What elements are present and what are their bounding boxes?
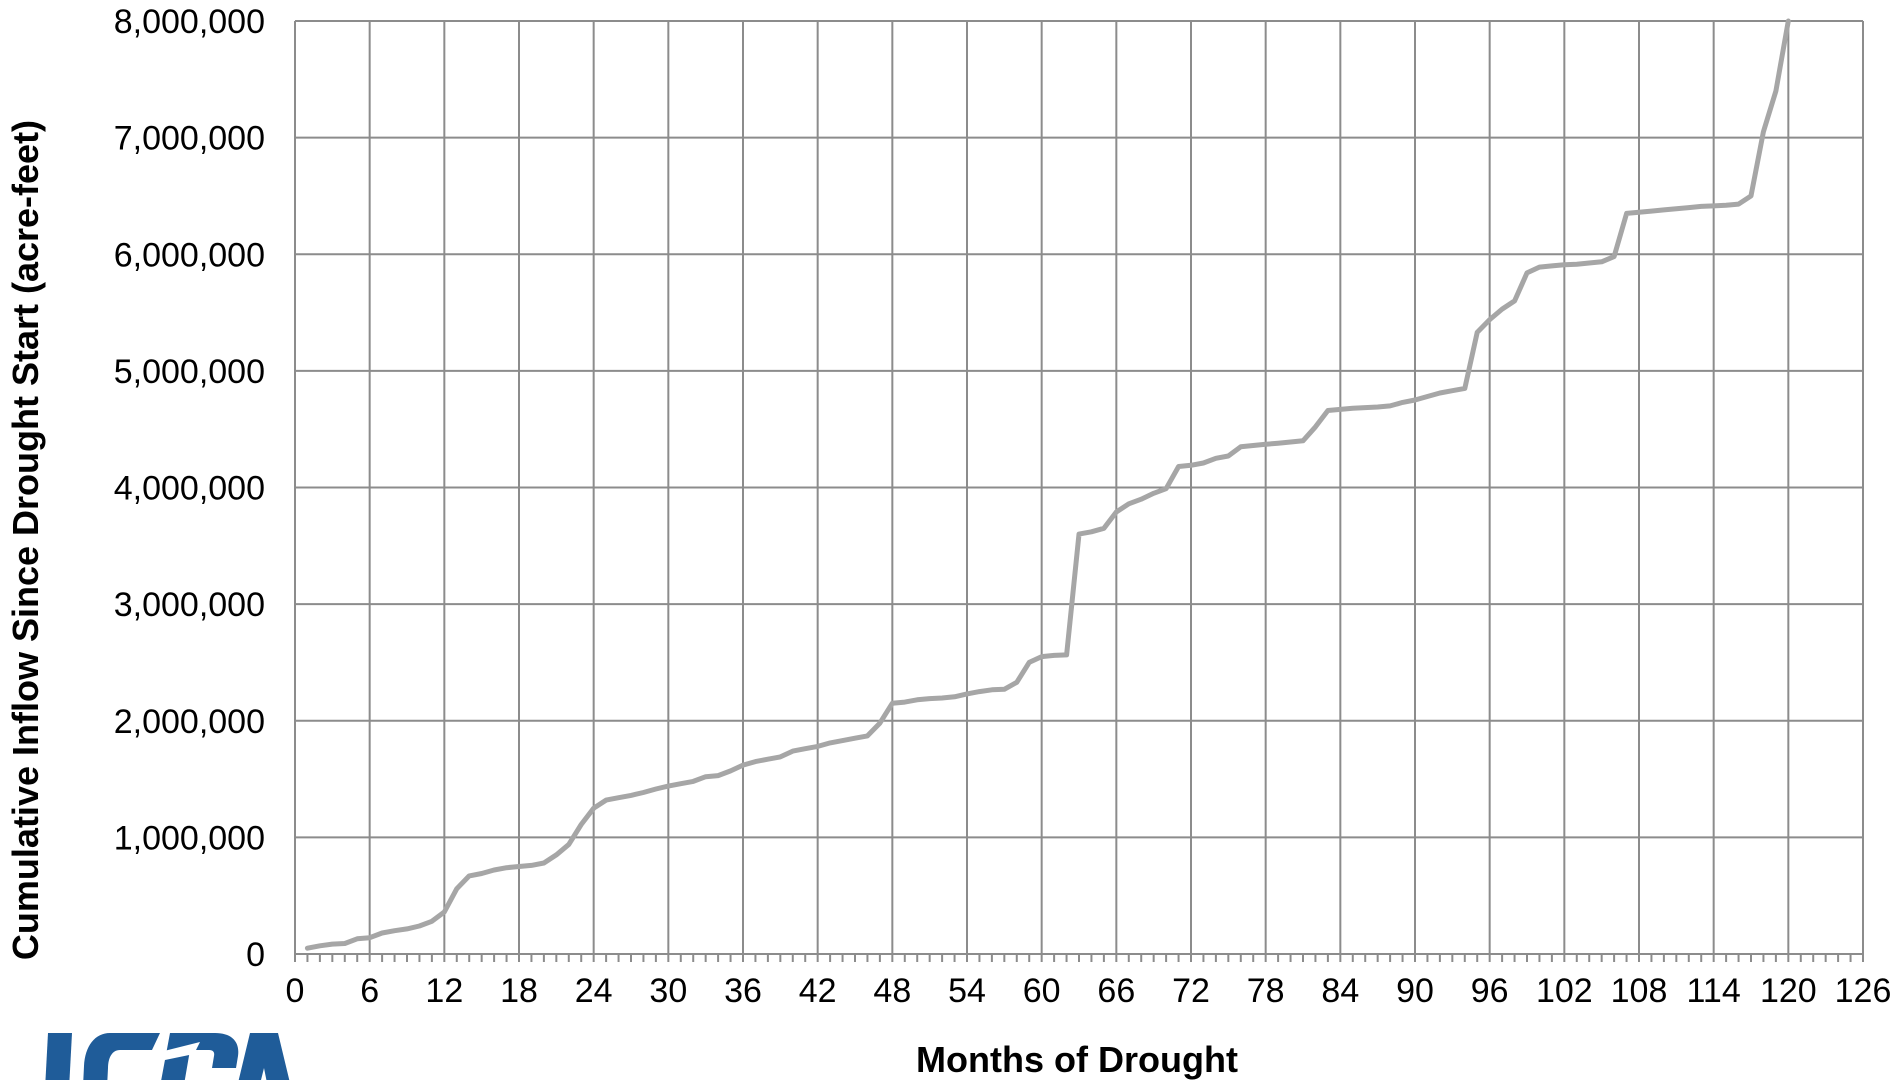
x-axis-title: Months of Drought — [916, 1039, 1238, 1080]
x-tick-label: 78 — [1247, 972, 1285, 1010]
y-tick-labels: 0 1,000,000 2,000,000 3,000,000 4,000,000 5,0… — [114, 3, 265, 974]
x-tick-label: 18 — [500, 972, 538, 1010]
x-tick-label: 84 — [1321, 972, 1359, 1010]
x-tick-label: 0 — [286, 972, 305, 1010]
x-tick-label: 102 — [1536, 972, 1593, 1010]
series-line — [304, 18, 1791, 951]
x-tick-label: 36 — [724, 972, 762, 1010]
y-tick-label: 0 — [246, 936, 265, 974]
x-tick-label: 90 — [1396, 972, 1434, 1010]
x-tick-label: 30 — [649, 972, 687, 1010]
y-tick-label: 4,000,000 — [114, 470, 265, 508]
x-tick-label: 48 — [873, 972, 911, 1010]
x-tick-label: 12 — [425, 972, 463, 1010]
y-tick-label: 8,000,000 — [114, 3, 265, 41]
gridlines — [294, 20, 1864, 955]
y-tick-label: 2,000,000 — [114, 703, 265, 741]
x-tick-label: 120 — [1760, 972, 1817, 1010]
x-tick-label: 24 — [575, 972, 613, 1010]
x-tick-labels: 0 6 12 18 24 30 36 42 48 54 60 66 72 78 84 90 96 102 108 11… — [286, 972, 1892, 1010]
x-tick-label: 126 — [1835, 972, 1892, 1010]
x-tick-label: 60 — [1023, 972, 1061, 1010]
x-tick-label: 72 — [1172, 972, 1210, 1010]
y-axis-title: Cumulative Inflow Since Drought Start (a… — [5, 120, 46, 960]
x-tick-label: 96 — [1471, 972, 1509, 1010]
x-tick-label: 66 — [1097, 972, 1135, 1010]
x-tick-label: 108 — [1611, 972, 1668, 1010]
y-tick-label: 1,000,000 — [114, 819, 265, 857]
y-tick-label: 3,000,000 — [114, 586, 265, 624]
series — [304, 18, 1791, 951]
y-tick-label: 6,000,000 — [114, 236, 265, 274]
x-tick-label: 6 — [360, 972, 379, 1010]
x-tick-label: 54 — [948, 972, 986, 1010]
x-tick-label: 114 — [1687, 972, 1741, 1010]
y-tick-label: 5,000,000 — [114, 353, 265, 391]
logo-mark — [45, 1033, 290, 1080]
lcra-logo — [40, 1028, 300, 1080]
x-tick-label: 42 — [799, 972, 837, 1010]
y-tick-label: 7,000,000 — [114, 120, 265, 158]
axes — [294, 21, 1864, 962]
